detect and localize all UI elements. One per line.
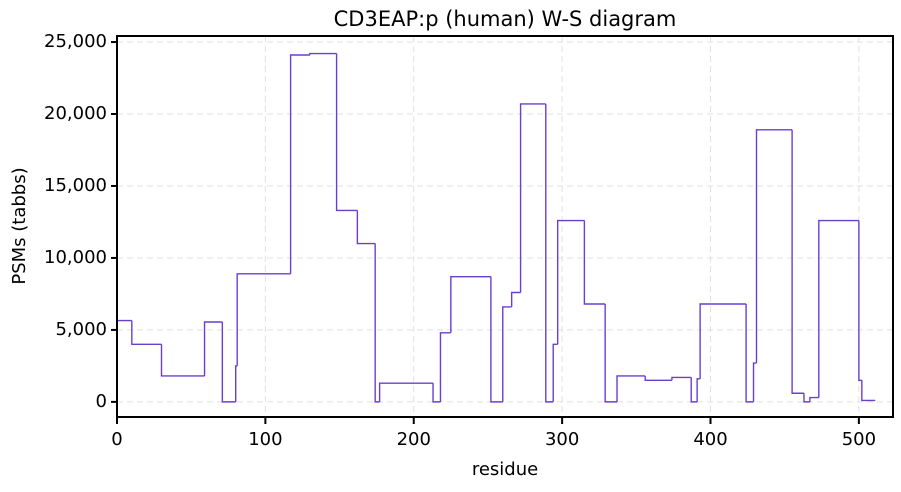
x-tick-label: 0 xyxy=(111,429,122,450)
step-segment xyxy=(858,220,862,381)
step-segment xyxy=(809,396,819,402)
x-tick-label: 300 xyxy=(545,429,579,450)
step-segment xyxy=(616,375,646,402)
step-segment xyxy=(671,376,692,381)
y-axis-label: PSMs (tabbs) xyxy=(9,167,30,284)
step-segment xyxy=(699,303,747,379)
y-tick-label: 20,000 xyxy=(44,103,107,124)
step-segment xyxy=(690,377,698,403)
y-tick-label: 15,000 xyxy=(44,175,107,196)
step-segment xyxy=(755,129,793,364)
step-segment xyxy=(696,378,701,402)
step-segment xyxy=(583,220,606,305)
y-tick-label: 0 xyxy=(96,391,107,412)
step-segment xyxy=(450,275,491,333)
step-segment xyxy=(131,320,162,346)
y-tick-label: 10,000 xyxy=(44,247,107,268)
step-segment xyxy=(289,54,310,274)
step-segment xyxy=(235,365,238,402)
step-segment xyxy=(160,344,205,377)
step-segment xyxy=(818,219,859,398)
chart-title: CD3EAP:p (human) W-S diagram xyxy=(334,7,677,31)
step-segment xyxy=(439,332,451,402)
step-segment xyxy=(552,343,558,402)
step-segment xyxy=(502,306,512,402)
step-segment xyxy=(309,52,337,55)
plot-frame xyxy=(116,35,894,418)
step-segment xyxy=(378,382,434,402)
y-tick-label: 25,000 xyxy=(44,31,107,52)
x-tick-label: 200 xyxy=(397,429,431,450)
x-tick-label: 500 xyxy=(842,429,876,450)
step-segment xyxy=(221,322,236,403)
step-segment xyxy=(803,393,810,403)
x-tick-label: 100 xyxy=(248,429,282,450)
y-tick-label: 5,000 xyxy=(55,319,107,340)
step-segment xyxy=(752,362,757,402)
step-segment xyxy=(236,273,291,366)
x-axis-label: residue xyxy=(472,459,538,480)
step-segment xyxy=(745,304,754,403)
step-segment xyxy=(861,380,876,402)
step-segment xyxy=(510,291,521,307)
step-segment xyxy=(356,210,376,245)
step-segment xyxy=(519,103,546,293)
step-segment xyxy=(203,321,223,376)
step-segment xyxy=(556,219,585,345)
step-segment xyxy=(604,304,618,403)
x-tick-label: 400 xyxy=(693,429,727,450)
step-segment xyxy=(545,103,554,403)
step-segment xyxy=(335,53,358,212)
step-segment xyxy=(490,276,503,403)
step-segment xyxy=(644,375,672,381)
step-segment xyxy=(374,243,380,403)
step-segment xyxy=(432,383,441,403)
step-segment xyxy=(791,129,804,394)
